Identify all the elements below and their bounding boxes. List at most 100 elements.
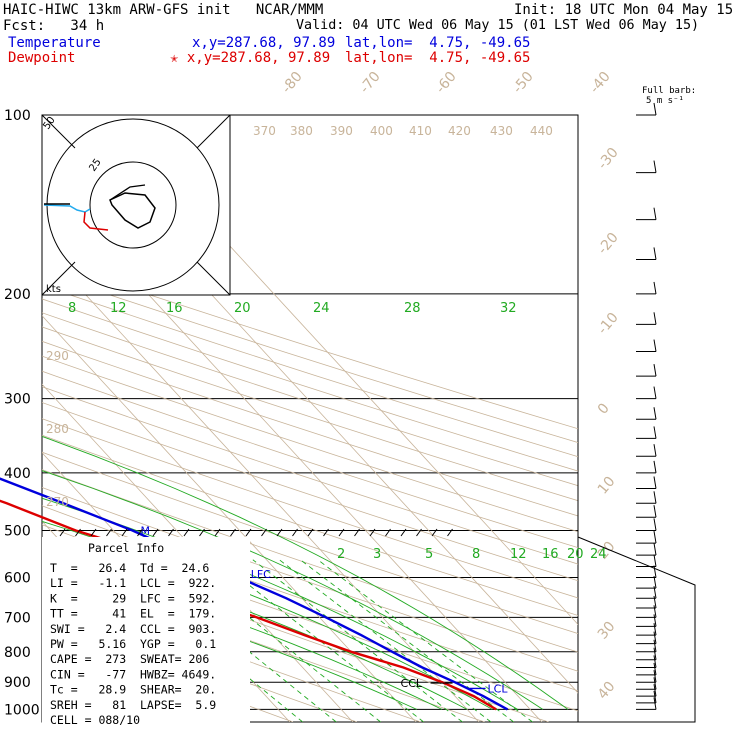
moist-adiabat [42,470,544,710]
wind-barb-flag [653,662,657,676]
isotherm-label: -10 [595,310,622,338]
parcel-info-row: LI = -1.1 LCL = 922. [50,576,216,590]
wind-barb-flag [653,312,657,325]
dry-adiabat [42,298,578,472]
theta-label: 400 [370,124,393,138]
hatch-mark [323,528,329,537]
dry-adiabat [42,284,578,458]
parcel-info-row: T = 26.4 Td = 24.6 [50,561,209,575]
wind-barb-flag [653,647,657,660]
dry-adiabat [42,326,578,502]
hatch-mark [447,528,453,537]
hatch-mark [245,528,252,537]
parcel-info-row: PW = 5.16 YGP = 0.1 [50,637,216,651]
dry-adiabat [42,355,578,533]
wind-barb-flag [653,339,657,352]
isotherm-label: -50 [510,69,537,97]
parcel-info-row: CAPE = 273 SWEAT= 206 [50,652,209,666]
wind-barb-flag [653,207,657,220]
dry-adiabat [42,487,578,672]
parcel-info-title: Parcel Info [88,541,164,555]
theta-e-label: 12 [110,301,127,316]
wind-barb-flag [653,605,657,618]
theta-e-label: 32 [500,301,517,316]
wind-barb-flag [653,444,657,457]
temperature-legend: Temperature [8,35,101,51]
moist-adiabat [42,574,417,710]
mixing-ratio-label: 8 [472,547,480,562]
hodo-units: kts [46,284,61,295]
mixing-ratio-line [216,559,424,722]
parcel-info-row: SREH = 81 LAPSE= 5.9 [50,698,216,712]
theta-label: 440 [530,124,553,138]
model-title: HAIC-HIWC 13km ARW-GFS init NCAR/MMM [3,2,324,18]
wind-barb-flag [653,247,657,260]
wind-barb-flag [653,565,657,578]
wind-barb-flag [653,281,657,295]
isotherm-label: -70 [357,69,384,97]
hatch-mark [168,528,174,537]
wind-barb-flag [653,677,657,690]
mixing-ratio-label: 16 [542,547,559,562]
wind-barb-flag [653,460,657,473]
dewpoint-profile [0,499,497,711]
theta-e-label: 8 [68,301,76,316]
hatch-mark [230,528,236,537]
wind-barb-flag [653,595,657,609]
barb-key-line2: 5 m s⁻¹ [646,96,684,106]
isotherm-label: 40 [595,679,619,703]
dry-adiabat [42,584,421,722]
wind-barb-flag [653,614,657,627]
theta-label: 430 [490,124,513,138]
wind-barb-flag [653,530,657,544]
hatch-mark [59,528,66,537]
wind-barb-flag [653,639,657,652]
hatch-mark [199,528,205,537]
mixing-ratio-label: 2 [337,547,345,562]
pressure-label-1000: 1000 [4,702,40,718]
hatch-mark [354,528,360,537]
pressure-label-100: 100 [4,108,31,124]
dewpoint-legend: Dewpoint [8,50,76,66]
dewpoint-xy: ✭ x,y=287.68, 97.89 [170,50,331,66]
wind-barb-flag [653,426,657,439]
temperature-xy: x,y=287.68, 97.89 [192,35,336,51]
dewpoint-latlon: lat,lon= 4.75, -49.65 [345,50,531,66]
parcel-info-box: Parcel Info T = 26.4 Td = 24.6LI = -1.1 … [42,537,250,727]
mixing-ratio-label: 5 [425,547,433,562]
hatch-mark [90,528,97,537]
mixing-ratio-label: 3 [373,547,381,562]
dry-adiabat [42,258,578,430]
parcel-info-row: SWI = 2.4 CCL = 903. [50,622,216,636]
hatch-mark [431,528,438,537]
wind-barb-flag [653,575,657,589]
wind-barb-flag [653,102,657,116]
theta-label: 370 [253,124,276,138]
isotherm-label: -80 [279,69,306,97]
wind-barb-flag [653,160,657,173]
wind-barb-flag [653,505,657,518]
wind-barb-flag [653,554,657,567]
isotherm-label: 0 [595,400,613,417]
theta-label: 280 [46,422,69,436]
pressure-label-800: 800 [4,645,31,661]
pressure-label-200: 200 [4,287,31,303]
wind-barb-flag [653,670,657,683]
hatch-mark [214,528,221,537]
theta-label: 290 [46,349,69,363]
hatch-mark [400,528,407,537]
wind-barb-flag [653,586,657,599]
parcel-info-row: CELL = 088/10 [50,713,140,727]
theta-label: 270 [46,495,69,509]
barb-key-line1: Full barb: [642,86,697,96]
side-frame [577,478,696,723]
hatch-mark [121,528,128,537]
isotherm-label: -20 [595,230,622,258]
parcel-info-row: CIN = -77 HWBZ= 4649. [50,667,216,681]
parcel-info-row: K = 29 LFC = 592. [50,591,216,605]
isotherm-label: -40 [587,69,614,97]
wind-barb-flag [653,518,657,531]
hatch-mark [338,528,345,537]
moist-adiabat [42,435,569,710]
